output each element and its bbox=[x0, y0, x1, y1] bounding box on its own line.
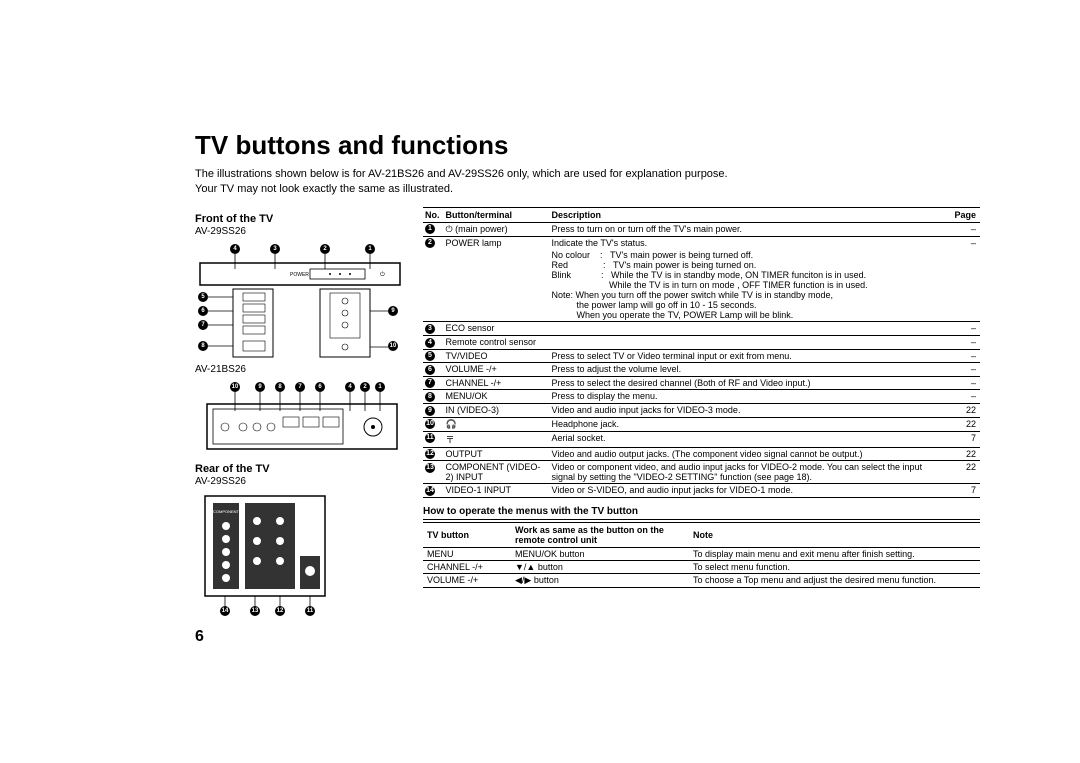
model-label-1: AV-29SS26 bbox=[195, 226, 405, 237]
section2-title: How to operate the menus with the TV but… bbox=[423, 506, 980, 520]
svg-text:12: 12 bbox=[277, 608, 284, 614]
rear-heading: Rear of the TV bbox=[195, 463, 405, 475]
table-row: 10🎧Headphone jack.22 bbox=[423, 417, 980, 431]
intro-text: The illustrations shown below is for AV-… bbox=[195, 167, 980, 197]
page-number: 6 bbox=[195, 628, 405, 646]
table-row: 2POWER lampIndicate the TV's status.– bbox=[423, 236, 980, 249]
th2-c: Note bbox=[689, 522, 980, 547]
svg-text:COMPONENT: COMPONENT bbox=[213, 509, 240, 514]
table-row: 3ECO sensor– bbox=[423, 322, 980, 336]
table-row: 4Remote control sensor– bbox=[423, 335, 980, 349]
table-row: MENUMENU/OK buttonTo display main menu a… bbox=[423, 547, 980, 560]
table-row: 5TV/VIDEOPress to select TV or Video ter… bbox=[423, 349, 980, 363]
table-row: CHANNEL -/+▼/▲ buttonTo select menu func… bbox=[423, 560, 980, 573]
front-heading: Front of the TV bbox=[195, 213, 405, 225]
table-row-extra: No colour : TV's main power is being tur… bbox=[423, 249, 980, 322]
model-label-2: AV-21BS26 bbox=[195, 364, 405, 375]
table-row: 13COMPONENT (VIDEO-2) INPUTVideo or comp… bbox=[423, 461, 980, 484]
table-row: 9IN (VIDEO-3)Video and audio input jacks… bbox=[423, 404, 980, 418]
svg-text:14: 14 bbox=[222, 608, 229, 614]
diagram-front-21bs26: 10 9 8 7 6 4 2 1 bbox=[195, 379, 405, 454]
buttons-table: No. Button/terminal Description Page 1⏻ … bbox=[423, 207, 980, 498]
diagram-rear-29ss26: COMPONENT 14 13 12 11 bbox=[195, 491, 345, 621]
th-no: No. bbox=[423, 207, 444, 222]
table-row: 12OUTPUTVideo and audio output jacks. (T… bbox=[423, 447, 980, 461]
intro-line-2: Your TV may not look exactly the same as… bbox=[195, 183, 453, 195]
svg-text:11: 11 bbox=[307, 608, 314, 614]
svg-text:13: 13 bbox=[252, 608, 259, 614]
model-label-3: AV-29SS26 bbox=[195, 476, 405, 487]
svg-text:POWER: POWER bbox=[290, 272, 309, 278]
th2-b: Work as same as the button on the remote… bbox=[511, 522, 689, 547]
manual-page: TV buttons and functions The illustratio… bbox=[0, 0, 1080, 686]
th-bt: Button/terminal bbox=[444, 207, 550, 222]
content-columns: Front of the TV AV-29SS26 4 3 2 1 bbox=[195, 207, 980, 646]
svg-text:10: 10 bbox=[232, 384, 239, 390]
table-row: 8MENU/OKPress to display the menu.– bbox=[423, 390, 980, 404]
svg-text:⏻: ⏻ bbox=[380, 271, 385, 278]
table-row: 7CHANNEL -/+Press to select the desired … bbox=[423, 376, 980, 390]
table-row: 14VIDEO-1 INPUTVideo or S-VIDEO, and aud… bbox=[423, 484, 980, 498]
operate-table: TV button Work as same as the button on … bbox=[423, 522, 980, 588]
table-row: VOLUME -/+◀/▶ buttonTo choose a Top menu… bbox=[423, 573, 980, 587]
table-row: 11〒Aerial socket.7 bbox=[423, 431, 980, 447]
page-title: TV buttons and functions bbox=[195, 130, 980, 161]
diagram-front-29ss26: 4 3 2 1 POWER ⏻ 5 6 bbox=[195, 241, 405, 361]
th2-a: TV button bbox=[423, 522, 511, 547]
left-column: Front of the TV AV-29SS26 4 3 2 1 bbox=[195, 207, 405, 646]
svg-text:10: 10 bbox=[390, 343, 397, 349]
table-row: 6VOLUME -/+Press to adjust the volume le… bbox=[423, 363, 980, 377]
th-desc: Description bbox=[550, 207, 945, 222]
th-page: Page bbox=[944, 207, 980, 222]
intro-line-1: The illustrations shown below is for AV-… bbox=[195, 168, 728, 180]
table-row: 1⏻ (main power)Press to turn on or turn … bbox=[423, 222, 980, 236]
right-column: No. Button/terminal Description Page 1⏻ … bbox=[423, 207, 980, 646]
